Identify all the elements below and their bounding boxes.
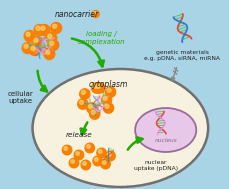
Circle shape — [46, 33, 57, 43]
Circle shape — [74, 150, 83, 160]
Circle shape — [76, 152, 79, 155]
Circle shape — [34, 25, 45, 36]
Circle shape — [86, 103, 96, 113]
Circle shape — [79, 100, 83, 104]
Circle shape — [24, 30, 35, 42]
Circle shape — [44, 49, 55, 60]
Circle shape — [64, 147, 67, 150]
Circle shape — [105, 104, 109, 108]
Circle shape — [32, 36, 43, 47]
Text: genetic materials
e.g. pDNA, siRNA, miRNA: genetic materials e.g. pDNA, siRNA, miRN… — [144, 50, 220, 61]
Circle shape — [81, 90, 85, 94]
Circle shape — [79, 89, 90, 99]
Circle shape — [107, 88, 111, 92]
Circle shape — [26, 32, 30, 36]
Text: loading /
complexation: loading / complexation — [77, 31, 125, 45]
Circle shape — [93, 156, 102, 166]
Circle shape — [46, 50, 50, 54]
Circle shape — [94, 158, 98, 161]
Circle shape — [102, 161, 106, 164]
Circle shape — [39, 25, 50, 36]
Circle shape — [93, 12, 96, 14]
Circle shape — [22, 43, 33, 53]
Circle shape — [51, 22, 61, 33]
Circle shape — [24, 44, 28, 48]
Circle shape — [101, 95, 111, 105]
Circle shape — [92, 11, 99, 18]
Ellipse shape — [33, 69, 207, 187]
Circle shape — [49, 41, 54, 45]
Circle shape — [89, 109, 99, 119]
Circle shape — [103, 96, 106, 100]
Circle shape — [34, 38, 38, 42]
Circle shape — [31, 46, 35, 50]
Circle shape — [96, 84, 100, 88]
FancyArrowPatch shape — [171, 68, 176, 81]
FancyArrowPatch shape — [127, 137, 142, 150]
FancyArrowPatch shape — [80, 122, 87, 135]
Circle shape — [100, 159, 110, 169]
Circle shape — [62, 145, 71, 155]
Text: nuclear
uptake (pDNA): nuclear uptake (pDNA) — [133, 160, 177, 171]
Text: nanocarrier: nanocarrier — [55, 10, 98, 19]
Circle shape — [105, 87, 115, 97]
Circle shape — [36, 26, 40, 30]
Circle shape — [81, 160, 90, 170]
Circle shape — [88, 104, 92, 108]
Circle shape — [103, 103, 113, 113]
Circle shape — [29, 44, 40, 56]
Circle shape — [94, 83, 104, 93]
Circle shape — [52, 24, 57, 28]
Circle shape — [77, 99, 88, 109]
Text: release: release — [65, 132, 92, 138]
Circle shape — [98, 150, 102, 153]
Circle shape — [71, 160, 74, 163]
Circle shape — [85, 143, 94, 153]
Text: cytoplasm: cytoplasm — [88, 80, 128, 89]
Circle shape — [69, 158, 78, 168]
FancyArrowPatch shape — [71, 39, 103, 67]
Circle shape — [91, 110, 95, 114]
Circle shape — [107, 153, 110, 156]
Text: nucleus: nucleus — [154, 138, 176, 143]
Circle shape — [41, 26, 45, 30]
Circle shape — [47, 34, 52, 38]
Text: cellular
uptake: cellular uptake — [8, 91, 33, 105]
Circle shape — [93, 84, 97, 88]
Ellipse shape — [135, 108, 195, 152]
Circle shape — [96, 148, 106, 158]
Circle shape — [91, 83, 101, 93]
Circle shape — [105, 151, 115, 161]
Circle shape — [86, 145, 90, 148]
Circle shape — [82, 162, 86, 165]
Circle shape — [48, 40, 58, 50]
FancyArrowPatch shape — [37, 71, 47, 91]
